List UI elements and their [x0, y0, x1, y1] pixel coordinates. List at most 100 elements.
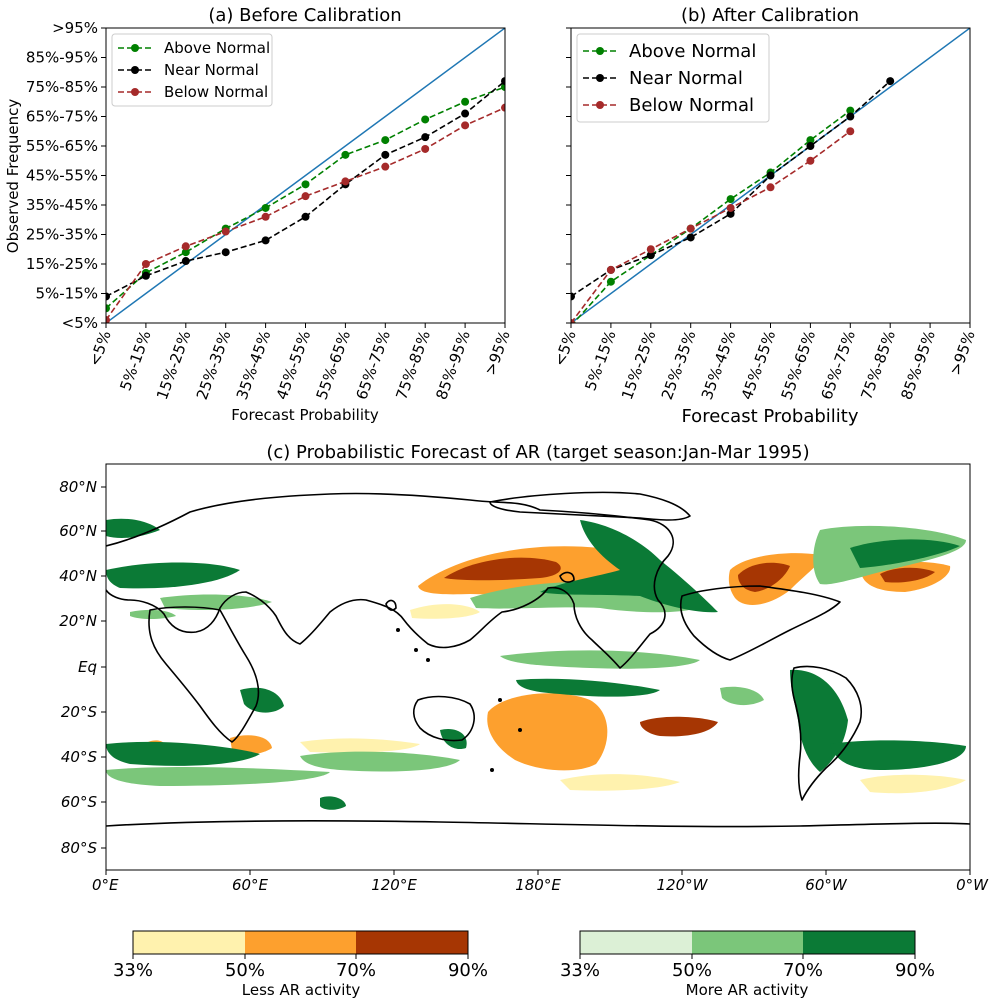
colorbar-less-tick-70: 70% [336, 960, 376, 981]
point-near-normal-5 [301, 212, 310, 221]
series-line-below-normal [571, 130, 851, 323]
lon-tick-label: 60°E [232, 876, 269, 894]
x-tick-label: 25%-35% [193, 328, 235, 402]
point-near-normal-6 [806, 142, 815, 150]
y-tick-label: 5%-15% [35, 285, 98, 303]
point-above-normal-7 [846, 106, 855, 115]
lat-tick-label: 60°N [59, 522, 97, 540]
colorbar-less-tick-50: 50% [225, 960, 265, 981]
panel-a-xlabel: Forecast Probability [231, 406, 379, 424]
colorbar-less-tick-33: 33% [113, 960, 153, 981]
point-above-normal-6 [806, 136, 815, 145]
point-below-normal-7 [381, 162, 390, 171]
x-tick-label: 5%-15% [116, 328, 154, 393]
point-below-normal-7 [846, 127, 855, 136]
x-tick-label: 45%-55% [738, 328, 780, 402]
panel-a-frame [105, 27, 506, 324]
lat-tick-label: 40°S [61, 748, 98, 766]
colorbar-more-tick-70: 70% [783, 960, 823, 981]
y-tick-label: >95% [52, 19, 98, 37]
point-above-normal-5 [301, 180, 310, 189]
lon-tick-label: 0°W [956, 876, 989, 894]
lat-tick-label: 80°N [59, 478, 97, 496]
colorbar-less-segment-1 [133, 931, 245, 954]
lat-tick-label: 20°S [61, 703, 98, 721]
point-near-normal-4 [261, 236, 270, 245]
point-above-normal-6 [341, 150, 350, 159]
y-tick-label: 45%-55% [26, 167, 98, 185]
point-above-normal-7 [381, 136, 390, 145]
x-tick-label: 5%-15% [581, 328, 619, 393]
panel-a-plot: <5% 5%-15%15%-25%25%-35%35%-45%45%-55%55%… [26, 19, 514, 402]
point-below-normal-4 [261, 212, 270, 221]
point-above-normal-8 [421, 115, 430, 124]
point-below-normal-2 [181, 242, 190, 251]
legend-label-below-normal: Below Normal [629, 95, 754, 116]
x-tick-label: 45%-55% [273, 328, 315, 402]
x-tick-label: <5% [85, 328, 114, 368]
x-tick-label: >95% [946, 328, 979, 377]
lat-tick-label: Eq [78, 658, 97, 676]
lon-tick-label: 120°W [657, 876, 709, 894]
colorbar-more-segment-3 [803, 931, 915, 954]
colorbar-more-label: More AR activity [686, 981, 809, 999]
x-tick-label: 55%-65% [778, 328, 820, 402]
panel-b-xlabel: Forecast Probability [681, 406, 858, 427]
perfect-reliability-line [106, 28, 505, 323]
x-tick-label: 15%-25% [153, 328, 195, 402]
point-below-normal-5 [766, 183, 775, 192]
lat-tick-label: 80°S [61, 839, 98, 857]
colorbar-less-segment-2 [245, 931, 356, 954]
lon-tick-label: 120°E [371, 876, 417, 894]
lat-tick-label: 20°N [59, 612, 97, 630]
colorbar-less-label: Less AR activity [242, 981, 361, 999]
lat-tick-label: 40°N [59, 567, 97, 585]
y-tick-label: 35%-45% [26, 196, 98, 214]
point-near-normal-10 [501, 77, 505, 86]
coastlines [106, 491, 970, 828]
legend-marker-above-normal [131, 44, 139, 52]
point-near-normal-0 [106, 292, 110, 301]
colorbar-less-tick-90: 90% [448, 960, 488, 981]
point-below-normal-9 [461, 121, 470, 130]
x-tick-label: 35%-45% [698, 328, 740, 402]
point-near-normal-8 [421, 133, 430, 142]
point-near-normal-4 [726, 209, 735, 218]
x-tick-label: 35%-45% [233, 328, 275, 402]
point-near-normal-0 [571, 292, 575, 301]
legend-marker-near-normal [596, 74, 604, 82]
islands [396, 628, 522, 772]
point-below-normal-8 [421, 144, 430, 153]
point-below-normal-6 [806, 156, 815, 165]
point-near-normal-2 [646, 251, 655, 260]
colorbar-less-segment-3 [356, 931, 468, 954]
point-above-normal-1 [606, 277, 615, 286]
legend-box [111, 33, 273, 107]
panel-a-ylabel: Observed Frequency [4, 99, 22, 254]
x-tick-label: 75%-85% [857, 328, 899, 402]
y-tick-label: 15%-25% [26, 255, 98, 273]
legend-box [576, 33, 770, 123]
y-tick-label: 75%-85% [26, 78, 98, 96]
lat-tick-label: 60°S [61, 793, 98, 811]
forecast-map [106, 464, 970, 870]
panel-c-title: (c) Probabilistic Forecast of AR (target… [266, 442, 809, 463]
point-below-normal-2 [646, 245, 655, 254]
point-near-normal-8 [886, 77, 895, 86]
legend-marker-below-normal [131, 88, 139, 96]
y-tick-label: <5% [62, 314, 98, 332]
x-tick-label: 65%-75% [352, 328, 394, 402]
legend-label-near-normal: Near Normal [629, 68, 743, 89]
point-near-normal-2 [181, 257, 190, 266]
x-tick-label: >95% [481, 328, 514, 377]
legend-label-below-normal: Below Normal [164, 83, 268, 101]
y-tick-label: 25%-35% [26, 226, 98, 244]
point-near-normal-7 [846, 112, 855, 121]
point-above-normal-10 [501, 83, 505, 91]
point-near-normal-1 [141, 271, 150, 280]
map-ticks: 80°N 60°N 40°N 20°N Eq 20°S 40°S 60°S 80°S 0°E 60°… [59, 478, 989, 894]
x-tick-label: 85%-95% [897, 328, 939, 402]
point-below-normal-3 [686, 224, 695, 233]
legend-marker-above-normal [596, 47, 604, 55]
colorbar-more-tick-50: 50% [672, 960, 712, 981]
